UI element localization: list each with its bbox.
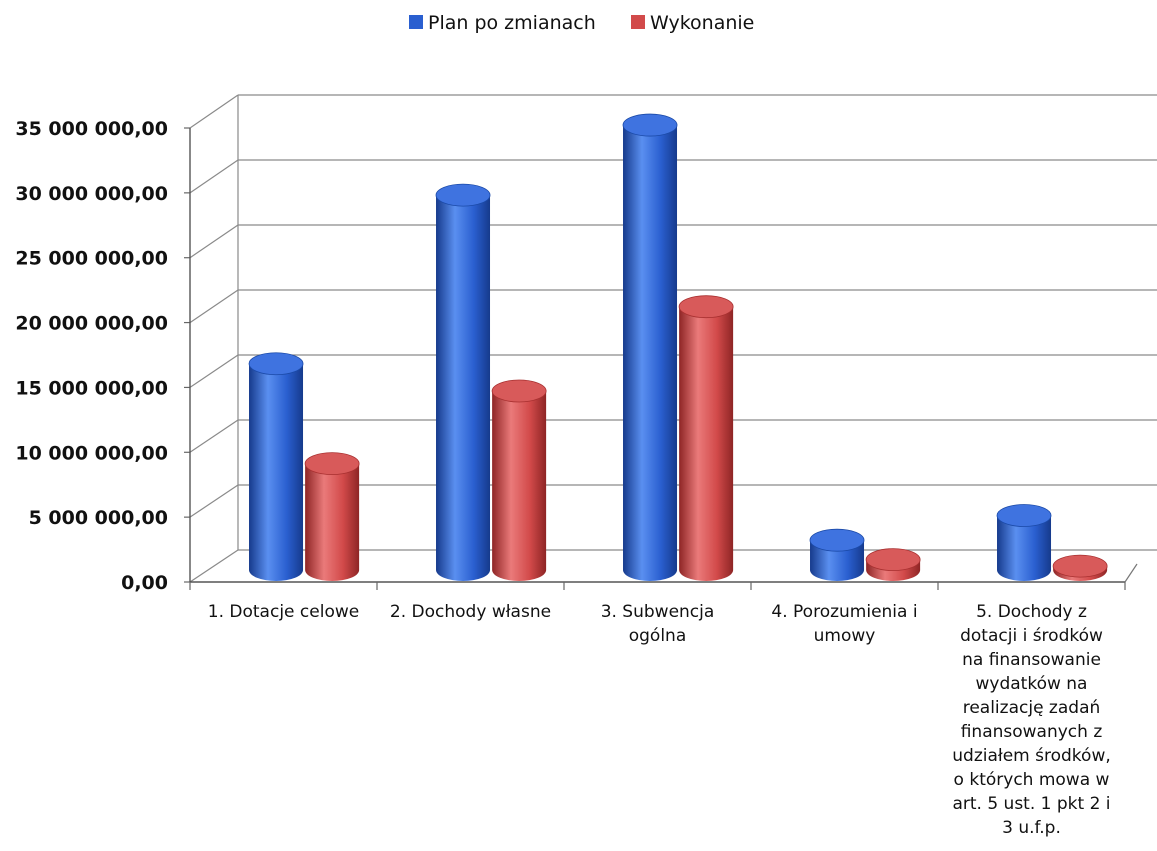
y-tick-label: 20 000 000,00	[15, 313, 168, 335]
y-tick-label: 5 000 000,00	[29, 507, 168, 529]
y-tick-label: 25 000 000,00	[15, 248, 168, 270]
y-tick-label: 10 000 000,00	[15, 442, 168, 464]
x-tick-label: 1. Dotacje celowe	[207, 602, 360, 622]
legend: Plan po zmianach Wykonanie	[409, 12, 754, 34]
bar-plan-5	[996, 504, 1052, 581]
x-tick-label: 3. Subwencja ogólna	[600, 602, 715, 646]
bar-plan-2	[435, 183, 491, 581]
gridline-side	[189, 419, 239, 453]
bar-wykonanie-1	[304, 452, 360, 581]
gridline-side	[189, 289, 239, 324]
y-tick-label: 35 000 000,00	[15, 118, 168, 140]
bars	[248, 113, 1108, 581]
y-tick-label: 0,00	[121, 572, 168, 594]
x-tick-label: 5. Dochody z dotacji i środków na finans…	[952, 602, 1111, 838]
gridline-side	[189, 94, 239, 129]
y-axis-ticks: 0,00 5 000 000,00 10 000 000,00 15 000 000,…	[15, 118, 168, 594]
x-tick-label: 4. Porozumienia i umowy	[771, 602, 918, 646]
gridline-side	[189, 549, 239, 583]
floor-edge	[1124, 563, 1138, 583]
gridline-side	[189, 224, 239, 259]
x-tick-label: 2. Dochody własne	[389, 602, 552, 622]
y-tick-label: 30 000 000,00	[15, 183, 168, 205]
bar-plan-4	[809, 528, 865, 581]
gridline-side	[189, 354, 239, 388]
legend-swatch	[631, 15, 645, 29]
legend-label: Plan po zmianach	[428, 12, 596, 34]
bar-wykonanie-2	[491, 379, 547, 581]
gridline-side	[189, 484, 239, 518]
legend-swatch	[409, 15, 423, 29]
y-tick-label: 15 000 000,00	[15, 377, 168, 399]
bar-wykonanie-4	[865, 548, 921, 581]
gridline-side	[189, 159, 239, 194]
bar-plan-1	[248, 352, 304, 581]
legend-label: Wykonanie	[650, 12, 754, 34]
bar-plan-3	[622, 113, 678, 581]
bar-wykonanie-5	[1052, 554, 1108, 581]
bar-wykonanie-3	[678, 295, 734, 581]
